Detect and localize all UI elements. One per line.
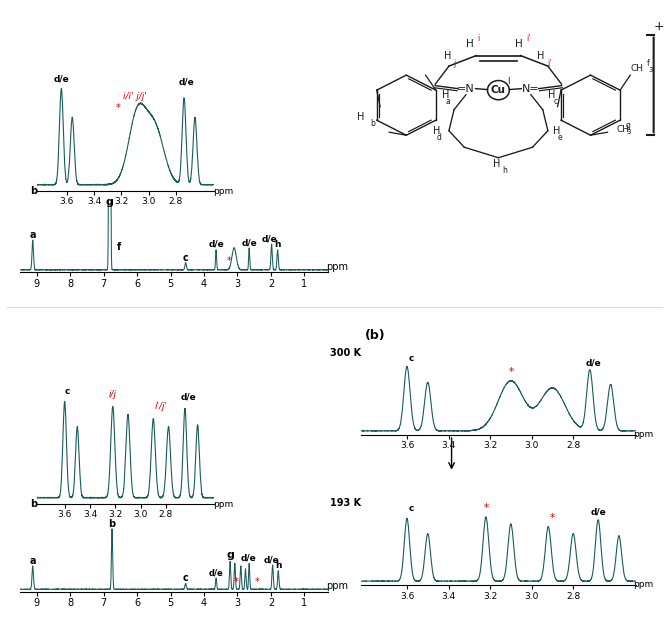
Text: *: * <box>508 367 513 377</box>
Text: a: a <box>29 230 36 240</box>
Text: a: a <box>29 556 36 566</box>
Text: H: H <box>442 90 449 100</box>
Text: g: g <box>106 197 114 207</box>
Text: d/e: d/e <box>264 555 280 564</box>
Text: 3: 3 <box>626 129 631 135</box>
Text: f: f <box>116 242 121 252</box>
Text: h: h <box>274 240 281 249</box>
Text: d/e: d/e <box>262 234 277 243</box>
Text: H: H <box>553 126 561 136</box>
Text: d/e: d/e <box>240 553 256 562</box>
Text: d/e: d/e <box>179 78 195 86</box>
Text: *: * <box>484 503 488 513</box>
Text: *: * <box>550 513 555 523</box>
Text: CH: CH <box>616 125 629 134</box>
Text: ppm: ppm <box>634 430 654 439</box>
Text: d/e: d/e <box>181 393 197 401</box>
Text: h: h <box>502 166 507 175</box>
Text: i': i' <box>527 34 531 43</box>
Text: d/e: d/e <box>590 507 606 516</box>
Text: d/e: d/e <box>586 358 602 367</box>
Text: =N: =N <box>457 84 475 94</box>
Text: I: I <box>507 77 510 86</box>
Text: H: H <box>493 159 500 169</box>
Text: N=: N= <box>522 84 540 94</box>
Text: h: h <box>275 561 282 570</box>
Text: j: j <box>453 58 455 68</box>
Text: c: c <box>409 354 414 363</box>
Text: H: H <box>548 90 555 100</box>
Text: c: c <box>183 573 189 583</box>
Text: CH: CH <box>631 64 644 73</box>
Text: H: H <box>515 39 522 49</box>
Text: *: * <box>227 257 231 267</box>
Text: a: a <box>446 96 450 106</box>
Text: H: H <box>444 51 451 61</box>
Text: H: H <box>466 39 473 49</box>
Text: i/i' j/j': i/i' j/j' <box>123 92 147 101</box>
Text: d/e: d/e <box>209 568 223 577</box>
Text: g: g <box>626 121 630 130</box>
Text: *: * <box>233 577 238 587</box>
Text: 193 K: 193 K <box>330 498 361 508</box>
Text: +: + <box>654 20 664 33</box>
Text: d/e: d/e <box>208 240 224 249</box>
Text: g: g <box>226 550 234 560</box>
Text: b: b <box>29 186 37 196</box>
Text: i: i <box>478 34 480 43</box>
Text: b: b <box>29 499 37 509</box>
Text: (b): (b) <box>365 329 385 342</box>
Text: H: H <box>357 112 365 122</box>
Text: c: c <box>64 387 70 396</box>
Text: c: c <box>183 253 189 263</box>
Text: f: f <box>647 59 650 68</box>
Text: i/j: i/j <box>109 391 117 399</box>
Text: H: H <box>537 51 545 61</box>
Text: b: b <box>108 519 116 529</box>
Text: ppm: ppm <box>213 500 233 509</box>
Text: c: c <box>554 96 558 106</box>
Text: d/e: d/e <box>242 238 257 247</box>
Text: ppm: ppm <box>326 581 348 591</box>
Text: j': j' <box>547 58 552 68</box>
Text: ppm: ppm <box>213 187 233 196</box>
Text: ppm: ppm <box>326 262 348 272</box>
Text: 300 K: 300 K <box>330 348 361 358</box>
Text: *: * <box>254 577 260 587</box>
Text: d/e: d/e <box>54 74 69 83</box>
Text: ppm: ppm <box>634 580 654 590</box>
Text: Cu: Cu <box>491 85 506 95</box>
Text: d: d <box>437 133 442 142</box>
Text: e: e <box>558 133 563 142</box>
Text: 3: 3 <box>648 67 652 73</box>
Text: *: * <box>116 103 121 113</box>
Text: b: b <box>371 118 375 128</box>
Text: i'/j': i'/j' <box>155 402 167 411</box>
Text: c: c <box>409 505 414 513</box>
Text: H: H <box>433 126 440 136</box>
